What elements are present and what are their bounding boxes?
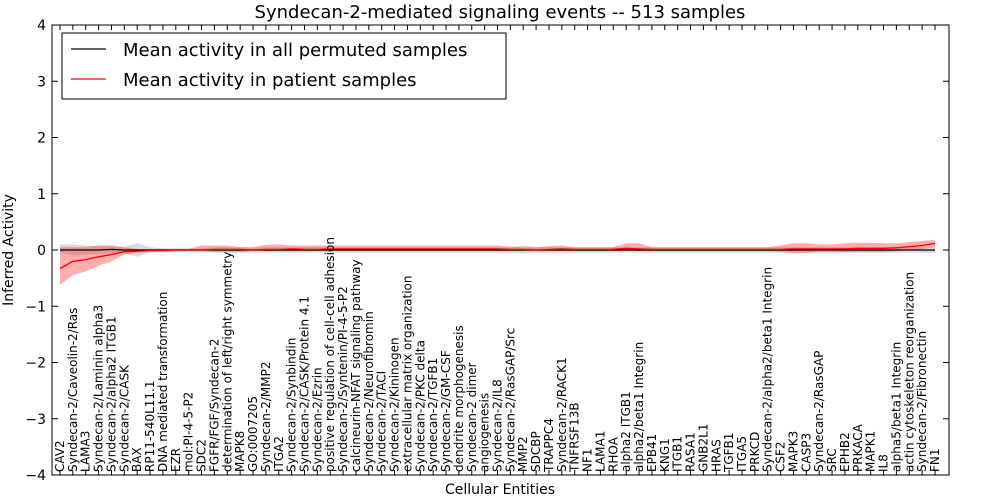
y-axis: 4 3 2 1 0 −1 −2 −3 −4 bbox=[25, 18, 949, 484]
category-label: RHOA bbox=[606, 436, 620, 472]
legend: Mean activity in all permuted samples Me… bbox=[61, 32, 507, 100]
category-label: alpha2/beta1 Integrin bbox=[632, 342, 646, 472]
category-label: MAPK1 bbox=[864, 431, 878, 472]
category-label: NF1 bbox=[581, 448, 595, 472]
category-label: MAPK8 bbox=[233, 431, 247, 472]
category-label: DNA mediated transformation bbox=[156, 292, 170, 472]
category-label: GNB2L1 bbox=[696, 424, 710, 472]
series-lines bbox=[59, 242, 936, 270]
category-label: calcineurin-NFAT signaling pathway bbox=[349, 259, 363, 472]
category-label: Syndecan-2/RasGAP bbox=[812, 351, 826, 472]
category-label: SRC bbox=[825, 448, 839, 472]
x-axis-label: Cellular Entities bbox=[445, 482, 555, 498]
category-label: Syndecan-2/TGFB1 bbox=[426, 358, 440, 472]
category-label: EZR bbox=[169, 448, 183, 472]
category-label: CASP3 bbox=[799, 433, 813, 472]
y-tick-label: 3 bbox=[37, 74, 46, 90]
y-axis-label: Inferred Activity bbox=[1, 194, 17, 306]
category-label: Syndecan-2/TACI bbox=[375, 371, 389, 472]
category-label: TNFRSF13B bbox=[568, 402, 582, 473]
legend-label-permuted: Mean activity in all permuted samples bbox=[123, 40, 467, 61]
category-label: PRKACA bbox=[851, 423, 865, 472]
category-label: EPB41 bbox=[645, 434, 659, 472]
category-label: Syndecan-2/MMP2 bbox=[259, 362, 273, 472]
category-label: GO:0007205 bbox=[246, 396, 260, 472]
y-tick-label: 1 bbox=[37, 187, 46, 203]
y-tick-label: −4 bbox=[25, 468, 46, 484]
category-label: FN1 bbox=[928, 448, 942, 472]
category-label: Syndecan-2/IL8 bbox=[491, 379, 505, 472]
category-label: EPHB2 bbox=[838, 432, 852, 472]
category-label: Syndecan-2/Neurofibromin bbox=[362, 311, 376, 472]
category-label: Syndecan-2/RasGAP/Src bbox=[503, 328, 517, 472]
category-label: Syndecan-2/alpha2/beta1 Integrin bbox=[761, 267, 775, 472]
category-label: positive regulation of cell-cell adhesio… bbox=[323, 237, 337, 472]
category-label: MMP2 bbox=[516, 436, 530, 472]
y-tick-label: 2 bbox=[37, 131, 46, 147]
category-label: Syndecan-2 dimer bbox=[465, 362, 479, 472]
band-patient bbox=[60, 239, 935, 285]
category-label: actin cytoskeleton reorganization bbox=[902, 272, 916, 472]
category-label: CAV2 bbox=[53, 440, 67, 472]
category-label: IL8 bbox=[877, 454, 891, 472]
category-label: Syndecan-2/alpha2 ITGB1 bbox=[105, 316, 119, 472]
category-label: alpha2 ITGB1 bbox=[619, 391, 633, 472]
category-label: CSF2 bbox=[774, 441, 788, 472]
category-label: Syndecan-2/CASK bbox=[117, 364, 131, 472]
category-label: RASA1 bbox=[684, 432, 698, 472]
category-label: Syndecan-2/Laminin alpha3 bbox=[92, 305, 106, 472]
category-label: dendrite morphogenesis bbox=[452, 325, 466, 472]
category-label: Syndecan-2/GM-CSF bbox=[439, 350, 453, 472]
y-tick-label: −1 bbox=[25, 299, 46, 315]
category-label: Syndecan-2/Kininogen bbox=[388, 337, 402, 472]
y-tick-label: −3 bbox=[25, 412, 46, 428]
category-label: Syndecan-2/PKC delta bbox=[413, 340, 427, 472]
category-label: Syndecan-2/CASK/Protein 4.1 bbox=[298, 296, 312, 472]
bands bbox=[60, 239, 935, 285]
chart-title: Syndecan-2-mediated signaling events -- … bbox=[255, 2, 746, 23]
category-label: extracellular matrix organization bbox=[400, 276, 414, 473]
category-label: LAMA3 bbox=[79, 431, 93, 472]
legend-label-patient: Mean activity in patient samples bbox=[123, 70, 417, 91]
category-label: SDCBP bbox=[529, 431, 543, 472]
category-label: HRAS bbox=[709, 439, 723, 472]
x-axis: CAV2Syndecan-2/Caveolin-2/RasLAMA3Syndec… bbox=[53, 25, 942, 475]
category-label: MAPK3 bbox=[787, 431, 801, 472]
category-label: Syndecan-2/RACK1 bbox=[555, 357, 569, 472]
category-label: SDC2 bbox=[195, 439, 209, 472]
category-label: BAX bbox=[130, 447, 144, 472]
y-tick-label: 0 bbox=[37, 243, 46, 259]
category-label: Syndecan-2/Fibronectin bbox=[915, 331, 929, 472]
category-label: mol:PI-4-5-P2 bbox=[182, 392, 196, 472]
category-label: KNG1 bbox=[658, 438, 672, 472]
category-label: ITGB1 bbox=[671, 436, 685, 472]
category-label: TRAPPC4 bbox=[542, 418, 556, 473]
category-label: determination of left/right symmetry bbox=[220, 252, 234, 472]
category-label: angiogenesis bbox=[478, 393, 492, 472]
y-tick-label: 4 bbox=[37, 18, 46, 34]
category-label: ITGA5 bbox=[735, 436, 749, 472]
category-label: Syndecan-2/Ezrin bbox=[310, 367, 324, 472]
category-label: Syndecan-2/Caveolin-2/Ras bbox=[66, 308, 80, 472]
y-tick-label: −2 bbox=[25, 356, 46, 372]
series-line-patient bbox=[59, 242, 936, 270]
category-label: Syndecan-2/Syntenin/PI-4-5-P2 bbox=[336, 286, 350, 472]
category-label: FGFR/FGF/Syndecan-2 bbox=[207, 339, 221, 472]
category-label: TGFB1 bbox=[722, 433, 736, 473]
category-label: RP11-540L11.1 bbox=[143, 381, 157, 472]
category-label: ITGA2 bbox=[272, 436, 286, 472]
category-label: LAMA1 bbox=[593, 431, 607, 472]
category-label: PRKCD bbox=[748, 432, 762, 472]
category-label: Syndecan-2/Synbindin bbox=[285, 338, 299, 472]
category-label: alpha5/beta1 Integrin bbox=[889, 342, 903, 472]
legend-box bbox=[61, 32, 507, 100]
